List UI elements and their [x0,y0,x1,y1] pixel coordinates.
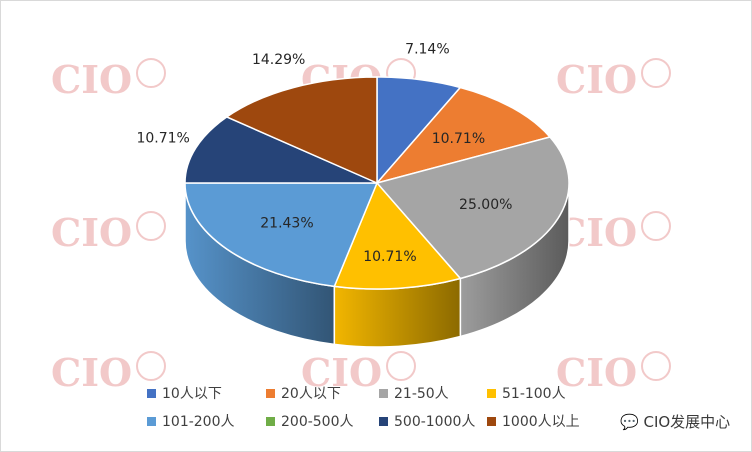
legend-label: 1000人以上 [502,414,580,430]
cio-watermark-text: CIO [556,350,637,395]
legend-label: 21-50人 [394,386,449,402]
data-labels: 7.14% 10.71% 25.00% 10.71% 21.43% 10.71% 14.29… [136,42,512,266]
seal-icon [641,211,671,241]
pie-slice-51-100人 [333,181,462,290]
cio-watermark-text: CIO [301,350,382,395]
cio-watermark: CIO [301,350,416,395]
seal-icon [386,351,416,381]
legend-item: 10人以下 [147,386,222,402]
cio-watermark: CIO [556,57,671,102]
pie-slice-21-50人 [375,136,570,280]
legend-item: 1000人以上 [487,414,580,430]
cio-watermark: CIO [556,210,671,255]
seal-icon [641,351,671,381]
legend-item: 101-200人 [147,414,235,430]
cio-watermark: CIO [51,210,166,255]
pie-slice-20人以下 [374,86,552,185]
data-label: 10.71% [363,249,416,265]
account-label: CIO发展中心 [643,413,731,431]
data-label: 21.43% [260,216,313,232]
pie-slice-101-200人 [184,182,379,288]
legend-swatch [379,389,388,398]
cio-watermark-text: CIO [556,57,637,102]
legend-label: 500-1000人 [394,414,475,430]
cio-watermark: CIO [51,350,166,395]
account-watermark: 💬 CIO发展中心 [618,411,733,432]
legend-label: 20人以下 [281,386,341,402]
seal-icon [136,351,166,381]
legend-item: 500-1000人 [379,414,475,430]
legend-swatch [147,417,156,426]
cio-watermark-text: CIO [51,57,132,102]
legend-item: 20人以下 [266,386,341,402]
legend-label: 200-500人 [281,414,354,430]
cio-watermark-text: CIO [51,210,132,255]
pie-slice-500-1000人 [184,116,378,184]
legend-label: 51-100人 [502,386,566,402]
legend: 10人以下 20人以下 21-50人 51-100人 101-200人 200-500人 5… [147,386,580,430]
data-label: 10.71% [136,131,189,147]
data-label: 7.14% [405,42,449,58]
legend-label: 101-200人 [162,414,235,430]
legend-item: 21-50人 [379,386,449,402]
cio-watermark: CIO [556,350,671,395]
seal-icon [641,58,671,88]
wechat-icon: 💬 [620,413,639,431]
legend-swatch [379,417,388,426]
legend-swatch [487,389,496,398]
pie-plot [184,76,570,348]
seal-icon [136,58,166,88]
legend-label: 10人以下 [162,386,222,402]
pie-slice-1000人以上 [225,76,378,185]
cio-watermark-text: CIO [51,350,132,395]
legend-swatch [266,417,275,426]
cio-watermark: CIO [51,57,166,102]
legend-swatch [147,389,156,398]
data-label: 25.00% [459,197,512,213]
legend-item: 51-100人 [487,386,566,402]
seal-icon [136,211,166,241]
legend-item: 200-500人 [266,414,354,430]
data-label: 14.29% [252,52,305,68]
legend-swatch [266,389,275,398]
data-label: 10.71% [432,131,485,147]
legend-swatch [487,417,496,426]
